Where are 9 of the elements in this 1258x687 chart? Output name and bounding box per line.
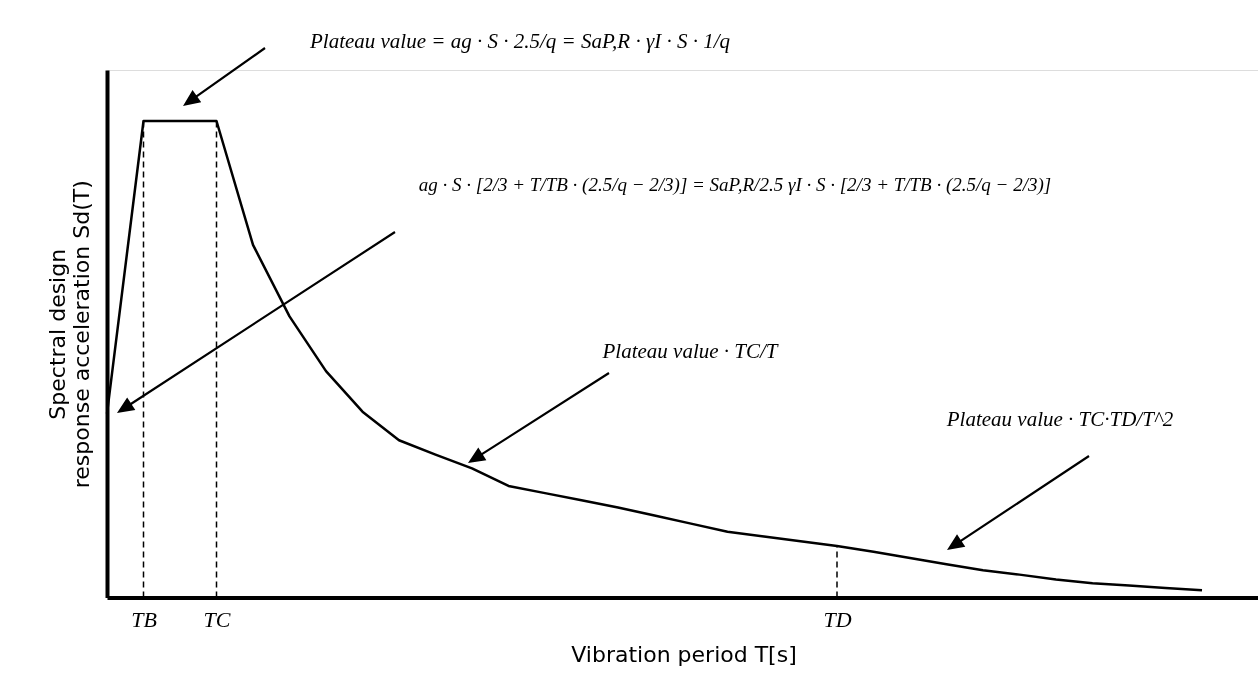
x-tick-label: TB xyxy=(131,607,157,632)
annotation: Plateau value · TC·TD/T^2 xyxy=(945,407,1174,431)
text: Plateau value = ag · S · 2.5/q = SaP,R · γI · S · 1/q xyxy=(308,29,731,53)
annotation: Plateau value · TC/T xyxy=(601,339,779,363)
annotation: ag · S · [2/3 + T/TB · (2.5/q − 2/3)] = SaP,R/2.5 γI · S · [2/3 + T/TB · (2.5/q − 2/3)] xyxy=(418,174,1052,196)
x-tick-label: TD xyxy=(823,607,852,632)
y-axis-title: Spectral design response acceleration Sd(T) xyxy=(44,180,94,489)
x-tick-label: TC xyxy=(203,607,231,632)
x-axis-title: Vibration period T[s] xyxy=(571,642,797,667)
